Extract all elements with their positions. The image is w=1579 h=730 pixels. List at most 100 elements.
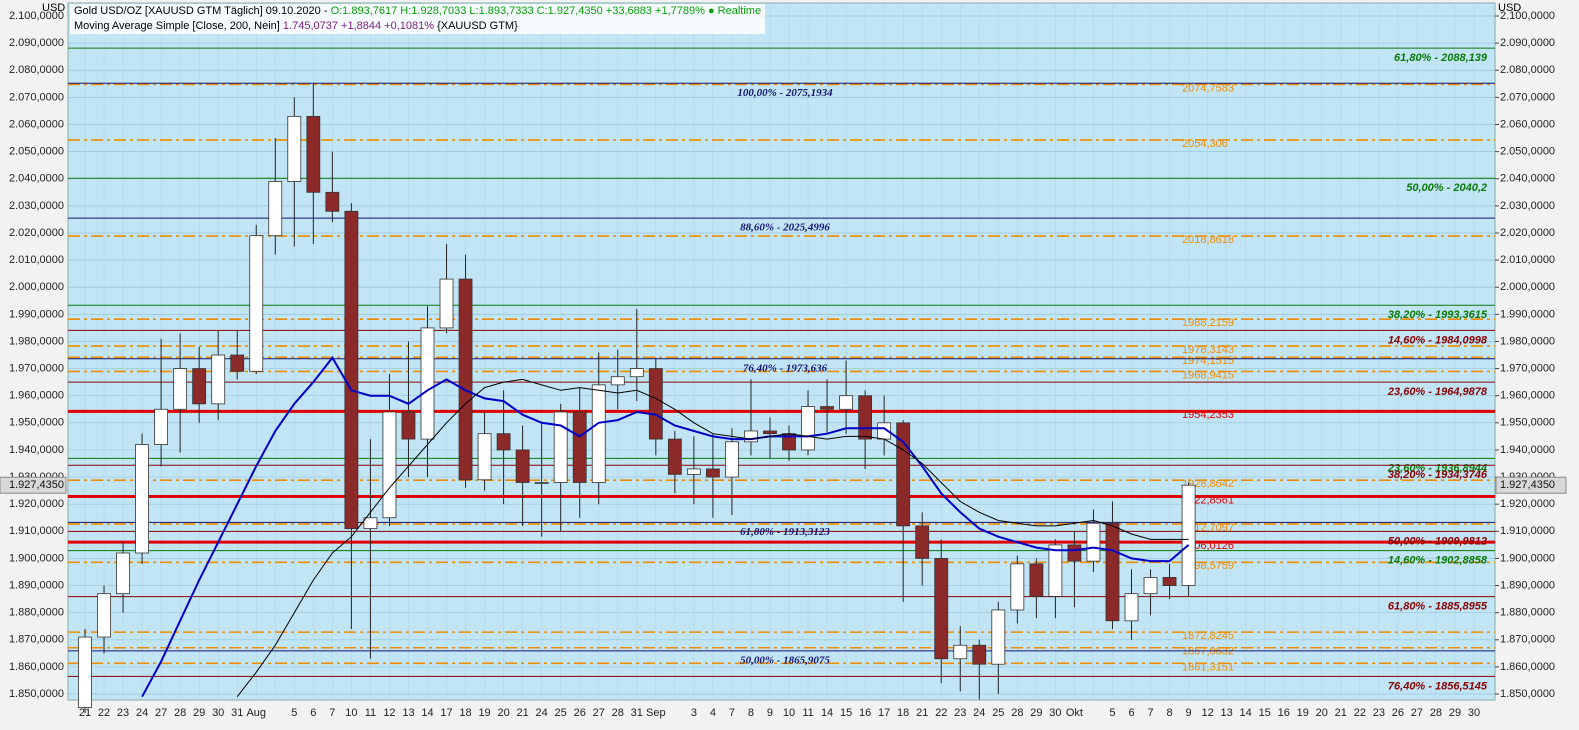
y-tick-label-right: 2.070,0000 (1500, 91, 1555, 103)
x-tick-label: 12 (1201, 707, 1213, 719)
y-tick-label-left: 1.980,0000 (9, 335, 64, 347)
y-tick-label-right: 2.010,0000 (1500, 254, 1555, 266)
level-label: 23,60% - 1964,9878 (1387, 386, 1488, 398)
candle-body (1029, 563, 1044, 597)
candle-body (401, 411, 416, 440)
x-tick-label: 5 (291, 707, 297, 719)
y-tick-label-left: 2.040,0000 (9, 173, 64, 185)
level-label: 14,60% - 1902,8858 (1388, 555, 1488, 567)
price-tag: 1.927,4350 (9, 479, 64, 491)
center-level-label: 100,00% - 2075,1934 (737, 87, 833, 99)
y-tick-label-left: 1.900,0000 (9, 552, 64, 564)
x-tick-label: 26 (1392, 707, 1404, 719)
x-tick-label: 19 (478, 707, 490, 719)
x-tick-label: 10 (345, 707, 357, 719)
y-tick-label-left: 1.880,0000 (9, 607, 64, 619)
x-tick-label: 22 (1354, 707, 1366, 719)
y-tick-label-right: 2.050,0000 (1500, 146, 1555, 158)
x-tick-label: 23 (1373, 707, 1385, 719)
y-tick-label-right: 1.890,0000 (1500, 579, 1555, 591)
x-tick-label: 13 (1221, 707, 1233, 719)
unit-right: USD (1498, 2, 1521, 14)
candle-body (496, 433, 511, 451)
y-tick-label-left: 1.850,0000 (9, 688, 64, 700)
level-label: 38,20% - 1934,3746 (1388, 469, 1488, 481)
x-tick-label: Sep (646, 707, 666, 719)
y-tick-label-left: 2.020,0000 (9, 227, 64, 239)
x-tick-label: 30 (212, 707, 224, 719)
minor-level-label: 1974,1515 (1182, 355, 1234, 367)
x-tick-label: Aug (246, 707, 266, 719)
candle-body (268, 181, 283, 237)
x-tick-label: 31 (231, 707, 243, 719)
x-tick-label: 24 (536, 707, 548, 719)
y-tick-label-left: 2.090,0000 (9, 37, 64, 49)
x-tick-label: 25 (555, 707, 567, 719)
minor-level-label: 1954,2353 (1182, 409, 1234, 421)
candle-body (686, 468, 701, 475)
candle-body (610, 376, 625, 386)
candle-body (135, 444, 149, 554)
candle-body (1143, 577, 1158, 595)
candle-body (1067, 544, 1082, 562)
x-tick-label: 22 (98, 707, 110, 719)
x-tick-label: 17 (440, 707, 452, 719)
x-tick-label: 28 (1011, 707, 1023, 719)
x-tick-label: 24 (973, 707, 985, 719)
x-tick-label: 23 (117, 707, 129, 719)
y-tick-label-left: 2.100,0000 (9, 10, 64, 22)
y-tick-label-right: 1.880,0000 (1500, 607, 1555, 619)
center-level-label: 61,80% - 1913,3123 (740, 526, 830, 538)
candle-body (306, 115, 321, 193)
candle-body (648, 368, 663, 440)
minor-level-label: 1988,2159 (1182, 317, 1234, 329)
candle-body (344, 210, 359, 529)
candle-body (667, 438, 682, 475)
x-tick-label: 23 (954, 707, 966, 719)
y-tick-label-left: 1.940,0000 (9, 444, 64, 456)
x-tick-label: 24 (136, 707, 148, 719)
y-tick-label-right: 2.040,0000 (1500, 173, 1555, 185)
x-tick-label: 18 (459, 707, 471, 719)
y-tick-label-left: 2.050,0000 (9, 146, 64, 158)
x-tick-label: 13 (402, 707, 414, 719)
y-tick-label-right: 2.060,0000 (1500, 118, 1555, 130)
candle-body (953, 644, 968, 660)
candle-body (591, 384, 606, 483)
candle-body (629, 368, 644, 378)
y-tick-label-left: 1.910,0000 (9, 525, 64, 537)
x-tick-label: 17 (878, 707, 890, 719)
y-tick-label-right: 1.980,0000 (1500, 335, 1555, 347)
candle-body (325, 191, 340, 212)
y-tick-label-left: 2.030,0000 (9, 200, 64, 212)
candle-body (287, 115, 302, 182)
candle-body (972, 644, 987, 665)
candle-body (1162, 577, 1177, 586)
x-tick-label: 7 (329, 707, 335, 719)
indicator-line: Moving Average Simple [Close, 200, Nein]… (74, 19, 761, 34)
minor-level-label: 1978,3143 (1182, 344, 1234, 356)
y-tick-label-right: 1.920,0000 (1500, 498, 1555, 510)
candle-body (1105, 522, 1120, 622)
candle-body (801, 406, 815, 451)
minor-level-label: 1968,9415 (1182, 369, 1234, 381)
y-tick-label-right: 1.900,0000 (1500, 552, 1555, 564)
candle-body (553, 411, 568, 483)
x-tick-label: 30 (1468, 707, 1480, 719)
y-tick-label-right: 2.090,0000 (1500, 37, 1555, 49)
x-tick-label: 27 (1411, 707, 1423, 719)
candle-body (78, 636, 92, 708)
x-tick-label: 15 (840, 707, 852, 719)
level-label: 50,00% - 2040,2 (1406, 182, 1487, 194)
candle-body (363, 517, 378, 529)
x-tick-label: 28 (1430, 707, 1442, 719)
candle-body (458, 278, 473, 481)
price-tag-box (1495, 476, 1567, 494)
candle-body (706, 468, 720, 478)
y-tick-label-right: 1.910,0000 (1500, 525, 1555, 537)
minor-level-label: 1867,0632 (1182, 646, 1234, 658)
candle-body (1086, 522, 1101, 562)
candle-body (382, 411, 397, 519)
candle-body (1010, 563, 1025, 611)
x-tick-label: 18 (897, 707, 909, 719)
